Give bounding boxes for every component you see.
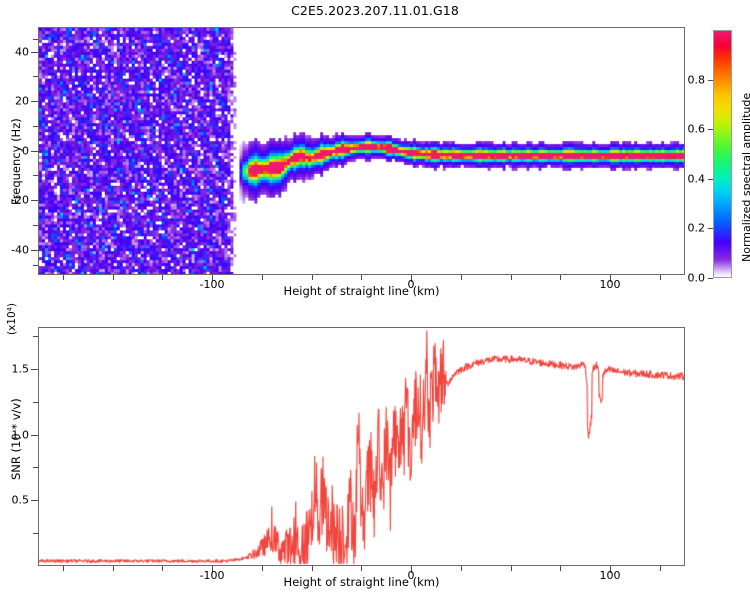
spectrogram-yaxis-title: Frequency (Hz) — [9, 118, 23, 205]
snr-yaxis-title: SNR (10 * v/v) — [9, 398, 23, 480]
snr-xticklabel: 0 — [407, 569, 415, 582]
snr-xaxis-title: Height of straight line (km) — [283, 575, 440, 589]
snr-plot — [38, 327, 685, 566]
spec-ytick-major — [31, 200, 38, 202]
snr-ytick-minor — [33, 533, 38, 535]
spec-xtick-minor — [560, 275, 562, 280]
spec-xtick-minor — [660, 275, 662, 280]
snr-xtick-minor — [63, 566, 65, 571]
spec-yticklabel: 40 — [15, 45, 29, 59]
colorbar-tick — [708, 228, 713, 230]
snr-xtick-minor — [560, 566, 562, 571]
snr-ytick-major — [31, 500, 38, 502]
colorbar-tick — [708, 278, 713, 280]
spec-xticklabel: -100 — [199, 278, 225, 291]
snr-xtick-minor — [312, 566, 314, 571]
spec-ytick-minor — [33, 126, 38, 128]
spec-xtick-major — [610, 275, 612, 282]
spec-ytick-major — [31, 151, 38, 153]
spec-ytick-minor — [33, 175, 38, 177]
spectrogram-canvas — [39, 28, 684, 274]
spec-yticklabel: 0 — [22, 144, 29, 158]
colorbar-ticklabel: 0.0 — [687, 271, 706, 285]
spec-xtick-minor — [361, 275, 363, 280]
snr-xtick-minor — [361, 566, 363, 571]
spectrogram-plot — [38, 27, 685, 275]
colorbar-tick — [708, 80, 713, 82]
snr-xtick-major — [212, 566, 214, 573]
colorbar-ticklabel: 0.2 — [687, 221, 706, 235]
spec-xtick-minor — [461, 275, 463, 280]
spec-xtick-minor — [162, 275, 164, 280]
snr-offset-text: (x10⁴) — [6, 303, 18, 335]
spec-ytick-major — [31, 250, 38, 252]
spec-xtick-minor — [511, 275, 513, 280]
snr-ytick-minor — [33, 402, 38, 404]
snr-xtick-major — [411, 566, 413, 573]
page-title: C2E5.2023.207.11.01.G18 — [291, 3, 459, 18]
spec-ytick-major — [31, 52, 38, 54]
snr-ytick-major — [31, 369, 38, 371]
snr-xtick-minor — [511, 566, 513, 571]
snr-xticklabel: 100 — [599, 569, 621, 582]
snr-yticklabel: 1.0 — [11, 428, 30, 442]
spec-xtick-minor — [63, 275, 65, 280]
snr-yticklabel: 1.5 — [11, 362, 30, 376]
snr-ytick-minor — [33, 336, 38, 338]
spec-ytick-minor — [33, 76, 38, 78]
spec-ytick-major — [31, 101, 38, 103]
spec-xtick-minor — [262, 275, 264, 280]
colorbar-tick — [708, 179, 713, 181]
spectrogram-xaxis-title: Height of straight line (km) — [283, 284, 440, 298]
spec-xtick-minor — [113, 275, 115, 280]
spec-xticklabel: 100 — [599, 278, 621, 291]
colorbar-tick — [708, 129, 713, 131]
snr-xtick-minor — [113, 566, 115, 571]
spec-ytick-minor — [33, 39, 38, 41]
snr-canvas — [39, 328, 684, 565]
colorbar-title: Normalized spectral amplitude — [740, 92, 750, 262]
colorbar-ticklabel: 0.4 — [687, 172, 706, 186]
colorbar — [713, 30, 732, 278]
colorbar-ticklabel: 0.6 — [687, 122, 706, 136]
snr-xtick-major — [610, 566, 612, 573]
spec-ytick-minor — [33, 225, 38, 227]
snr-ytick-major — [31, 435, 38, 437]
spec-yticklabel: 20 — [15, 94, 29, 108]
spec-xticklabel: 0 — [407, 278, 415, 291]
snr-ytick-minor — [33, 467, 38, 469]
spec-xtick-major — [212, 275, 214, 282]
snr-xtick-minor — [262, 566, 264, 571]
snr-xtick-minor — [162, 566, 164, 571]
spec-yticklabel: -20 — [11, 193, 29, 207]
spec-xtick-major — [411, 275, 413, 282]
snr-xtick-minor — [461, 566, 463, 571]
spec-ytick-minor — [33, 265, 38, 267]
spec-xtick-minor — [312, 275, 314, 280]
snr-yticklabel: 0.5 — [11, 493, 30, 507]
colorbar-ticklabel: 0.8 — [687, 73, 706, 87]
spec-yticklabel: -40 — [11, 243, 29, 257]
snr-xtick-minor — [660, 566, 662, 571]
snr-xticklabel: -100 — [199, 569, 225, 582]
